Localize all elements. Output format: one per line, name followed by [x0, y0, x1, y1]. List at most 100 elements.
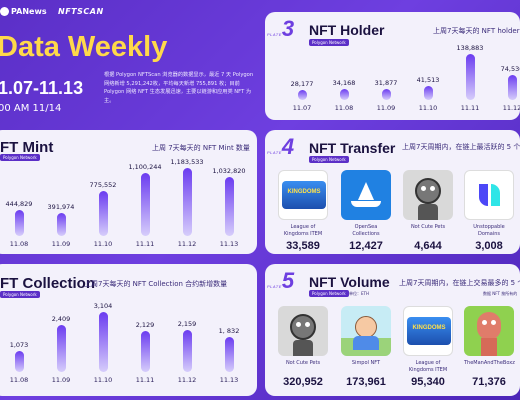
unstoppable-domains-image [464, 170, 514, 220]
chart-x-label: 11.13 [219, 376, 239, 384]
chart-value-label: 444,829 [5, 200, 33, 209]
volume-subtitle: 上周7天周期内，在链上交易最多的 5 个 [399, 279, 520, 287]
chart-value-label: 1,073 [9, 341, 29, 350]
chart-value-label: 2,409 [51, 315, 71, 324]
volume-card: PLATE5 NFT Volume Polygon Network 单位：ETH… [265, 264, 520, 396]
transfer-item-value: 3,008 [475, 240, 503, 252]
collection-network-tag: Polygon Network [0, 291, 40, 298]
chart-value-label: 28,177 [290, 80, 314, 88]
transfer-item[interactable]: Not Cute Pets 4,644 [403, 170, 453, 252]
transfer-item[interactable]: KINGDOMS League of Kingdoms ITEM 33,589 [278, 170, 328, 252]
chart-bar [297, 90, 307, 100]
chart-value-label: 3,104 [93, 302, 113, 310]
transfer-title: NFT Transfer [309, 140, 396, 156]
chart-x-label: 11.10 [418, 104, 438, 112]
chart-bar [182, 330, 192, 372]
transfer-item[interactable]: Unstoppable Domains 3,008 [464, 170, 514, 252]
holder-plate: PLATE3 [267, 16, 295, 41]
mint-network-tag: Polygon Network [0, 154, 40, 161]
chart-value-label: 74,536 [500, 65, 520, 74]
holder-plate-number: 3 [281, 16, 295, 41]
chart-value-label: 31,877 [374, 79, 398, 88]
chart-value-label: 2,159 [177, 320, 197, 329]
panews-logo: PANews [0, 7, 47, 16]
volume-item[interactable]: Not Cute Pets 320,952 [278, 306, 328, 388]
chart-x-label: 11.10 [93, 376, 113, 384]
volume-item-value: 95,340 [411, 376, 445, 388]
transfer-item-value: 12,427 [349, 240, 383, 252]
chart-value-label: 391,974 [47, 203, 75, 212]
chart-value-label: 1,032,820 [212, 166, 246, 175]
chart-x-label: 11.08 [9, 376, 29, 384]
volume-item-name: TheManAndTheBoxz [464, 360, 515, 366]
intro-text: 根据 Polygon NFTScan 浏览器的数据显示，最近 7 天 Polyg… [104, 72, 254, 104]
date-range: 1.07-11.13 [0, 78, 84, 98]
transfer-item-name: Not Cute Pets [410, 224, 446, 230]
volume-item[interactable]: KINGDOMS League of Kingdoms ITEM 95,340 [403, 306, 453, 388]
collection-chart: 1,073 11.08 2,409 11.09 3,104 11.10 2,129 11.11… [0, 264, 257, 396]
chart-value-label: 34,168 [332, 78, 356, 87]
collection-subtitle: 上周7天每天的 NFT Collection 合约新增数量 [84, 280, 228, 288]
chart-value-label: 2,129 [135, 320, 155, 329]
chart-bar [14, 210, 24, 236]
transfer-item[interactable]: OpenSea Collections 12,427 [341, 170, 391, 252]
volume-item-name: League of Kingdoms ITEM [408, 360, 448, 373]
chart-bar [224, 176, 234, 236]
chart-value-label: 775,552 [89, 181, 117, 190]
chart-x-label: 11.11 [460, 104, 480, 112]
chart-bar [182, 168, 192, 236]
chart-bar [423, 86, 433, 100]
chart-bar [507, 75, 517, 100]
chart-bar [339, 88, 349, 100]
mint-chart: 444,829 11.08 391,974 11.09 775,552 11.10 1,10… [0, 130, 257, 254]
holder-card: PLATE3 NFT Holder Polygon Network 上周7天每天… [265, 12, 520, 120]
transfer-item-name: Unstoppable Domains [473, 224, 505, 237]
chart-x-label: 11.13 [219, 240, 239, 248]
chart-value-label: 41,513 [416, 76, 440, 85]
volume-item-value: 173,961 [346, 376, 386, 388]
mint-subtitle: 上周 7天每天的 NFT Mint 数量 [152, 144, 250, 152]
volume-item-name: Simpol NFT [351, 360, 381, 366]
chart-x-label: 11.12 [502, 104, 520, 112]
holder-chart: 28,177 11.07 34,168 11.08 31,877 11.09 41,513 1… [265, 12, 520, 120]
chart-x-label: 11.08 [9, 240, 29, 248]
collection-title: FT Collection [0, 275, 95, 292]
transfer-item-value: 33,589 [286, 240, 320, 252]
not-cute-pets-image [403, 170, 453, 220]
holder-subtitle: 上周7天每天的 NFT holder 数 [433, 27, 520, 35]
volume-item-value: 71,376 [472, 376, 506, 388]
chart-bar [381, 89, 391, 100]
chart-bar [56, 213, 66, 236]
volume-title: NFT Volume [309, 274, 390, 290]
chart-bar [98, 191, 108, 236]
holder-network-tag: Polygon Network [309, 39, 349, 46]
chart-value-label: 1,183,533 [170, 158, 204, 166]
volume-item[interactable]: Simpol NFT 173,961 [341, 306, 391, 388]
chart-x-label: 11.11 [135, 376, 155, 384]
transfer-item-name: League of Kingdoms ITEM [283, 224, 323, 237]
chart-value-label: 138,883 [456, 44, 484, 52]
chart-bar [140, 330, 150, 372]
volume-item[interactable]: TheManAndTheBoxz 71,376 [464, 306, 515, 388]
opensea-image [341, 170, 391, 220]
chart-x-label: 11.09 [376, 104, 396, 112]
update-time: 00 AM 11/14 [0, 103, 62, 114]
volume-note: 数据 NFT 按所有的 [483, 291, 518, 296]
league-of-kingdoms-image: KINGDOMS [403, 306, 453, 356]
volume-item-value: 320,952 [283, 376, 323, 388]
collection-card: FT Collection Polygon Network 上周7天每天的 NF… [0, 264, 257, 396]
transfer-card: PLATE4 NFT Transfer Polygon Network 上周7天… [265, 130, 520, 254]
chart-value-label: 1, 832 [218, 326, 240, 335]
chart-x-label: 11.08 [334, 104, 354, 112]
volume-network-tag: Polygon Network [309, 290, 349, 297]
chart-x-label: 11.07 [292, 104, 312, 112]
transfer-network-tag: Polygon Network [309, 156, 349, 163]
mint-title: FT Mint [0, 139, 54, 156]
transfer-item-value: 4,644 [414, 240, 442, 252]
the-man-and-the-boxz-image [464, 306, 514, 356]
chart-x-label: 11.12 [177, 240, 197, 248]
transfer-item-name: OpenSea Collections [352, 224, 380, 237]
volume-plate: PLATE5 [267, 268, 295, 293]
chart-bar [56, 325, 66, 372]
panews-logo-text: PANews [11, 7, 47, 16]
